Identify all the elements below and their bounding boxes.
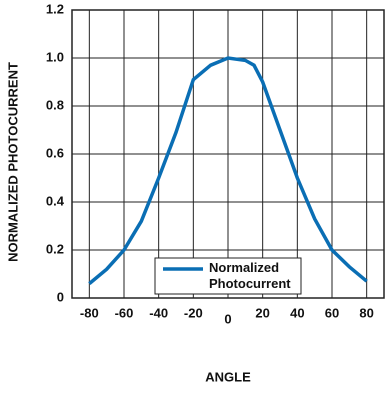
y-tick-label: 0.4 — [46, 193, 65, 208]
y-tick-label: 0 — [57, 289, 64, 304]
y-axis-label: NORMALIZED PHOTOCURRENT — [5, 62, 20, 262]
legend-label: Normalized Photocurrent — [209, 260, 291, 291]
legend-box — [154, 257, 302, 295]
x-tick-label: 0 — [224, 311, 231, 326]
x-tick-label: 40 — [290, 305, 304, 320]
x-axis-label: ANGLE — [205, 369, 251, 384]
x-tick-label: -40 — [149, 305, 168, 320]
y-tick-label: 1.0 — [46, 49, 64, 64]
x-tick-label: 80 — [359, 305, 373, 320]
x-tick-label: 20 — [255, 305, 269, 320]
data-line — [88, 56, 368, 285]
x-tick-label: -20 — [184, 305, 203, 320]
x-tick-label: -80 — [80, 305, 99, 320]
x-tick-label: 60 — [325, 305, 339, 320]
y-tick-label: 0.6 — [46, 145, 64, 160]
y-tick-label: 0.2 — [46, 241, 64, 256]
y-tick-label: 0.8 — [46, 97, 64, 112]
y-tick-label: 1.2 — [46, 1, 64, 16]
x-tick-label: -60 — [115, 305, 134, 320]
